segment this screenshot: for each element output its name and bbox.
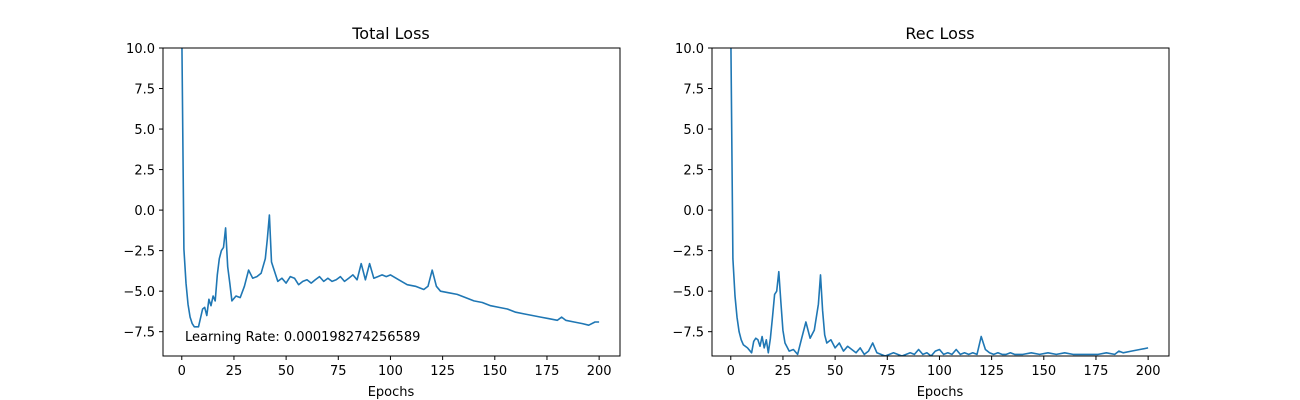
x-tick-label: 25 (775, 364, 792, 379)
x-tick-label: 25 (226, 364, 243, 379)
y-tick-label: 2.5 (134, 164, 155, 179)
learning-rate-annotation: Learning Rate: 0.000198274256589 (185, 330, 420, 345)
chart-title: Rec Loss (905, 24, 974, 43)
y-tick-label: 5.0 (134, 123, 155, 138)
axes-frame (711, 47, 1170, 357)
y-tick-label: 2.5 (683, 164, 704, 179)
y-tick-label: −5.0 (672, 285, 704, 300)
y-tick-label: 10.0 (675, 42, 704, 57)
y-tick-label: 10.0 (126, 42, 155, 57)
x-tick-label: 0 (178, 364, 186, 379)
series-line (730, 48, 1149, 356)
series-line (181, 48, 600, 328)
x-tick-label: 0 (727, 364, 735, 379)
x-tick-label: 150 (482, 364, 507, 379)
x-tick-label: 125 (430, 364, 455, 379)
total-loss-chart: Total Loss Epochs Learning Rate: 0.00019… (123, 24, 621, 400)
chart-title: Total Loss (351, 24, 430, 43)
x-tick-label: 175 (1084, 364, 1109, 379)
y-tick-label: −2.5 (672, 245, 704, 260)
x-tick-label: 175 (535, 364, 560, 379)
x-tick-label: 125 (979, 364, 1004, 379)
y-tick-label: −5.0 (123, 285, 155, 300)
y-tick-label: −7.5 (123, 326, 155, 341)
x-axis-label: Epochs (368, 385, 415, 400)
y-tick-label: −2.5 (123, 245, 155, 260)
x-tick-label: 100 (378, 364, 403, 379)
y-tick-label: 5.0 (683, 123, 704, 138)
x-tick-label: 150 (1031, 364, 1056, 379)
x-tick-label: 200 (587, 364, 612, 379)
x-tick-label: 50 (278, 364, 295, 379)
y-tick-label: −7.5 (672, 326, 704, 341)
x-tick-label: 100 (927, 364, 952, 379)
x-tick-label: 75 (879, 364, 896, 379)
axes-frame (162, 47, 621, 357)
y-tick-label: 0.0 (134, 204, 155, 219)
x-tick-label: 200 (1136, 364, 1161, 379)
y-tick-label: 7.5 (134, 83, 155, 98)
x-axis-label: Epochs (917, 385, 964, 400)
y-tick-label: 7.5 (683, 83, 704, 98)
x-tick-label: 50 (827, 364, 844, 379)
y-tick-label: 0.0 (683, 204, 704, 219)
x-tick-label: 75 (330, 364, 347, 379)
rec-loss-chart: Rec Loss Epochs 0 25 50 75 100 125 150 175 200 −7… (672, 24, 1170, 400)
